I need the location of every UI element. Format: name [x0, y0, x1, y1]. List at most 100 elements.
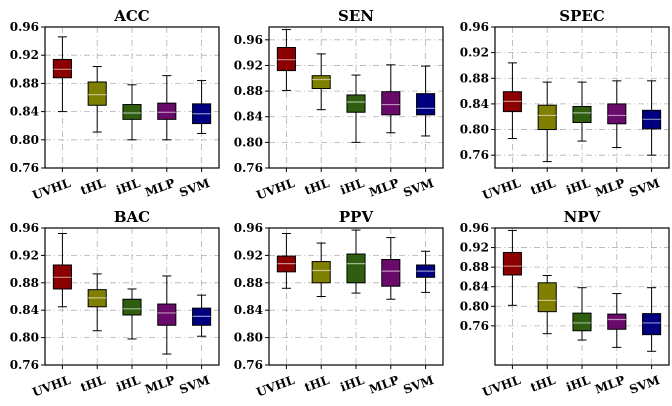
box-mlp — [157, 75, 177, 141]
y-tick-label: 0.84 — [460, 97, 489, 111]
box-ihl — [572, 287, 592, 341]
y-tick-label: 0.84 — [460, 280, 489, 294]
box-ihl — [572, 81, 592, 142]
y-tick-label: 0.80 — [10, 331, 39, 345]
box-body — [122, 104, 142, 120]
panel-title: PPV — [339, 208, 374, 226]
box-thl — [311, 53, 331, 111]
box-body — [416, 93, 436, 116]
x-tick-label: SVM — [627, 176, 661, 200]
x-tick-label: iHL — [564, 373, 592, 395]
box-body — [52, 58, 72, 79]
box-uvhl — [52, 36, 72, 113]
box-thl — [311, 242, 331, 297]
panel-ppv: PPV 0.76 0.80 0.84 0.88 0.92 0.96 UVHL tHL iHL MLP… — [234, 208, 444, 400]
x-tick-label: tHL — [303, 176, 332, 198]
panel-spec: SPEC 0.76 0.80 0.84 0.88 0.92 0.96 UVHL tHL iHL ML… — [460, 7, 670, 203]
box-body — [346, 94, 366, 113]
y-tick-label: 0.92 — [234, 58, 263, 72]
box-body — [537, 282, 557, 313]
box-uvhl — [52, 232, 72, 308]
y-tick-label: 0.80 — [460, 299, 489, 313]
y-tick-label: 0.88 — [460, 71, 489, 85]
x-tick-label: MLP — [143, 176, 177, 200]
box-body — [311, 261, 331, 284]
y-tick-label: 0.88 — [234, 276, 263, 290]
box-mlp — [381, 237, 401, 300]
y-tick-label: 0.92 — [234, 248, 263, 262]
x-tick-label: MLP — [143, 373, 177, 397]
x-tick-label: iHL — [338, 176, 366, 198]
y-tick-label: 0.76 — [460, 319, 489, 333]
box-svm — [192, 80, 212, 134]
x-tick-label: UVHL — [30, 176, 72, 203]
x-tick-label: UVHL — [480, 373, 522, 400]
x-tick-label: iHL — [114, 176, 142, 198]
x-tick-label: SVM — [401, 373, 435, 397]
y-tick-label: 0.76 — [460, 148, 489, 162]
box-body — [346, 253, 366, 284]
box-thl — [537, 81, 557, 163]
box-body — [572, 105, 592, 123]
x-tick-label: iHL — [564, 176, 592, 198]
panel-acc: ACC 0.76 0.80 0.84 0.88 0.92 0.96 UVHL tHL iHL MLP… — [10, 7, 220, 203]
y-tick-label: 0.84 — [234, 303, 263, 317]
box-body — [607, 313, 627, 330]
x-tick-label: tHL — [529, 176, 558, 198]
y-tick-label: 0.96 — [234, 221, 263, 235]
box-body — [122, 298, 142, 316]
box-svm — [416, 65, 436, 137]
panel-title: ACC — [113, 7, 150, 25]
y-tick-label: 0.92 — [10, 48, 39, 62]
box-mlp — [157, 275, 177, 355]
y-tick-label: 0.96 — [460, 20, 489, 34]
box-body — [642, 313, 662, 336]
panel-title: BAC — [114, 208, 150, 226]
panel-title: NPV — [564, 208, 601, 226]
y-tick-label: 0.96 — [234, 33, 263, 47]
y-tick-label: 0.96 — [460, 221, 489, 235]
y-tick-label: 0.88 — [10, 76, 39, 90]
box-thl — [87, 273, 107, 332]
box-thl — [537, 274, 557, 335]
y-tick-label: 0.92 — [460, 46, 489, 60]
x-tick-label: MLP — [367, 176, 401, 200]
x-tick-label: tHL — [79, 373, 108, 395]
x-tick-label: MLP — [367, 373, 401, 397]
box-mlp — [607, 80, 627, 148]
y-tick-label: 0.84 — [10, 105, 39, 119]
box-ihl — [122, 288, 142, 340]
x-tick-label: UVHL — [254, 176, 296, 203]
box-uvhl — [276, 232, 296, 289]
y-tick-label: 0.96 — [10, 221, 39, 235]
x-tick-label: tHL — [79, 176, 108, 198]
panel-title: SPEC — [559, 7, 605, 25]
y-tick-label: 0.88 — [460, 260, 489, 274]
x-tick-label: UVHL — [30, 373, 72, 400]
box-body — [276, 47, 296, 72]
x-tick-label: tHL — [303, 373, 332, 395]
y-tick-label: 0.84 — [10, 303, 39, 317]
y-tick-label: 0.80 — [234, 331, 263, 345]
box-svm — [642, 80, 662, 156]
box-ihl — [346, 74, 366, 143]
x-tick-label: SVM — [627, 373, 661, 397]
box-ihl — [346, 229, 366, 294]
box-body — [157, 102, 177, 120]
y-tick-label: 0.88 — [234, 84, 263, 98]
x-tick-label: iHL — [338, 373, 366, 395]
box-body — [502, 251, 522, 276]
y-tick-label: 0.80 — [460, 123, 489, 137]
y-tick-label: 0.84 — [234, 110, 263, 124]
box-body — [607, 103, 627, 125]
y-tick-label: 0.80 — [234, 135, 263, 149]
box-body — [381, 91, 401, 116]
y-tick-label: 0.76 — [10, 358, 39, 372]
y-tick-label: 0.76 — [234, 358, 263, 372]
y-tick-label: 0.92 — [10, 248, 39, 262]
x-tick-label: SVM — [177, 373, 211, 397]
box-body — [381, 259, 401, 287]
x-tick-label: SVM — [401, 176, 435, 200]
box-uvhl — [502, 229, 522, 306]
